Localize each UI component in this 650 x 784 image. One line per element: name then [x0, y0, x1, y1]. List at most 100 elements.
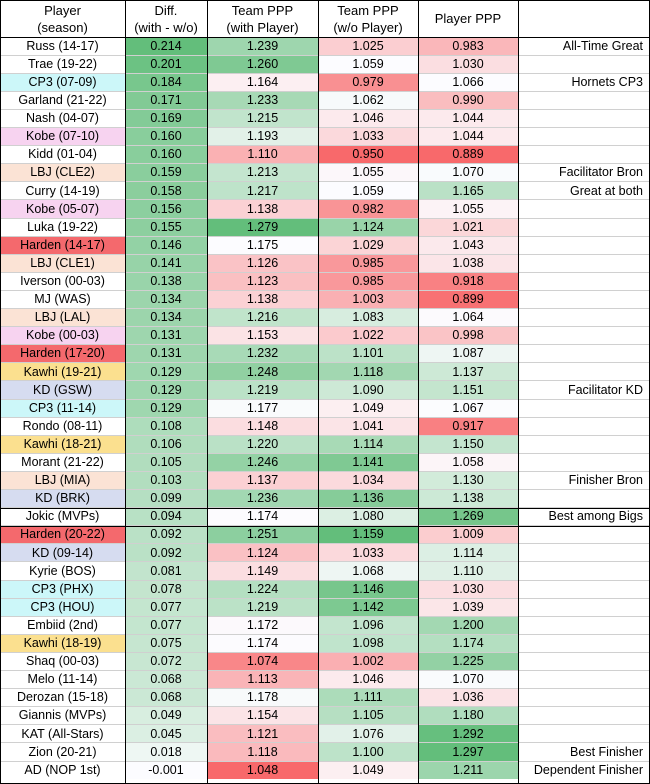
diff-cell: 0.131: [125, 344, 207, 363]
row-divider: [0, 470, 650, 472]
note-cell: Finisher Bron: [518, 471, 650, 490]
row-divider: [0, 289, 650, 291]
header-diff: Diff. (with - w/o): [125, 0, 207, 37]
team-with-cell: 1.215: [207, 109, 318, 128]
player-ppp-cell: 1.009: [418, 525, 518, 544]
team-without-cell: 1.025: [318, 37, 418, 56]
note-cell: [518, 652, 650, 671]
row-divider: [0, 217, 650, 219]
row-divider: [0, 199, 650, 201]
diff-cell: 0.146: [125, 236, 207, 255]
player-cell: LBJ (CLE1): [0, 254, 125, 273]
player-ppp-cell: 1.137: [418, 362, 518, 381]
note-cell: [518, 362, 650, 381]
diff-cell: 0.138: [125, 272, 207, 291]
header-team-with-line: (with Player): [226, 19, 299, 35]
player-cell: Harden (14-17): [0, 236, 125, 255]
team-with-cell: 1.177: [207, 399, 318, 418]
team-with-cell: 1.220: [207, 435, 318, 454]
player-cell: Luka (19-22): [0, 218, 125, 237]
team-without-cell: 1.118: [318, 362, 418, 381]
team-with-cell: 1.224: [207, 580, 318, 599]
player-ppp-cell: 1.070: [418, 670, 518, 689]
player-cell: Derozan (15-18): [0, 688, 125, 707]
player-cell: Kobe (00-03): [0, 326, 125, 345]
row-divider: [0, 742, 650, 744]
note-cell: [518, 525, 650, 544]
row-divider: [0, 489, 650, 490]
note-cell: [518, 109, 650, 128]
diff-cell: 0.171: [125, 91, 207, 110]
row-divider: [0, 688, 650, 690]
team-with-cell: 1.118: [207, 742, 318, 761]
note-cell: Best Finisher: [518, 742, 650, 761]
team-with-cell: 1.248: [207, 362, 318, 381]
note-cell: [518, 616, 650, 635]
player-ppp-cell: 1.070: [418, 163, 518, 182]
diff-cell: 0.131: [125, 326, 207, 345]
note-cell: [518, 91, 650, 110]
team-without-cell: 1.090: [318, 380, 418, 399]
team-without-cell: 1.059: [318, 181, 418, 200]
player-ppp-cell: 1.087: [418, 344, 518, 363]
diff-cell: 0.134: [125, 308, 207, 327]
player-ppp-cell: 1.297: [418, 742, 518, 761]
diff-cell: 0.184: [125, 73, 207, 92]
diff-cell: 0.141: [125, 254, 207, 273]
team-with-cell: 1.219: [207, 598, 318, 617]
diff-cell: 0.018: [125, 742, 207, 761]
team-without-cell: 1.068: [318, 561, 418, 580]
player-ppp-cell: 0.889: [418, 145, 518, 164]
player-ppp-cell: 1.180: [418, 706, 518, 725]
team-without-cell: 1.022: [318, 326, 418, 345]
player-cell: CP3 (HOU): [0, 598, 125, 617]
player-cell: CP3 (07-09): [0, 73, 125, 92]
player-cell: LBJ (LAL): [0, 308, 125, 327]
diff-cell: 0.103: [125, 471, 207, 490]
row-divider: [0, 72, 650, 74]
player-ppp-cell: 1.030: [418, 55, 518, 74]
player-cell: Kawhi (18-21): [0, 435, 125, 454]
diff-cell: 0.092: [125, 543, 207, 562]
row-divider: [0, 54, 650, 56]
team-with-cell: 1.233: [207, 91, 318, 110]
player-cell: Zion (20-21): [0, 742, 125, 761]
row-divider: [0, 633, 650, 635]
note-cell: [518, 598, 650, 617]
team-with-cell: 1.074: [207, 652, 318, 671]
team-with-cell: 1.232: [207, 344, 318, 363]
team-without-cell: 1.029: [318, 236, 418, 255]
team-with-cell: 1.148: [207, 417, 318, 436]
team-with-cell: 1.251: [207, 525, 318, 544]
diff-cell: 0.129: [125, 399, 207, 418]
player-ppp-cell: 1.292: [418, 724, 518, 743]
player-cell: Giannis (MVPs): [0, 706, 125, 725]
player-ppp-cell: 1.138: [418, 489, 518, 508]
player-ppp-cell: 0.899: [418, 290, 518, 309]
player-ppp-cell: 0.918: [418, 272, 518, 291]
diff-cell: 0.214: [125, 37, 207, 56]
team-without-cell: 0.982: [318, 199, 418, 218]
note-cell: [518, 670, 650, 689]
note-cell: [518, 290, 650, 309]
row-divider: [0, 615, 650, 617]
team-without-cell: 0.985: [318, 254, 418, 273]
row-divider: [0, 127, 650, 128]
note-cell: [518, 254, 650, 273]
team-without-cell: 1.141: [318, 453, 418, 472]
column-divider: [418, 0, 419, 784]
team-without-cell: 1.142: [318, 598, 418, 617]
player-ppp-cell: 1.150: [418, 435, 518, 454]
team-without-cell: 1.033: [318, 127, 418, 146]
team-with-cell: 1.121: [207, 724, 318, 743]
row-divider: [0, 380, 650, 382]
diff-cell: 0.092: [125, 525, 207, 544]
diff-cell: 0.072: [125, 652, 207, 671]
diff-cell: 0.078: [125, 580, 207, 599]
team-with-cell: 1.213: [207, 163, 318, 182]
header-team-without: Team PPP (w/o Player): [318, 0, 418, 37]
row-divider: [0, 543, 650, 545]
note-cell: [518, 706, 650, 725]
note-cell: [518, 634, 650, 653]
player-ppp-cell: 1.036: [418, 688, 518, 707]
